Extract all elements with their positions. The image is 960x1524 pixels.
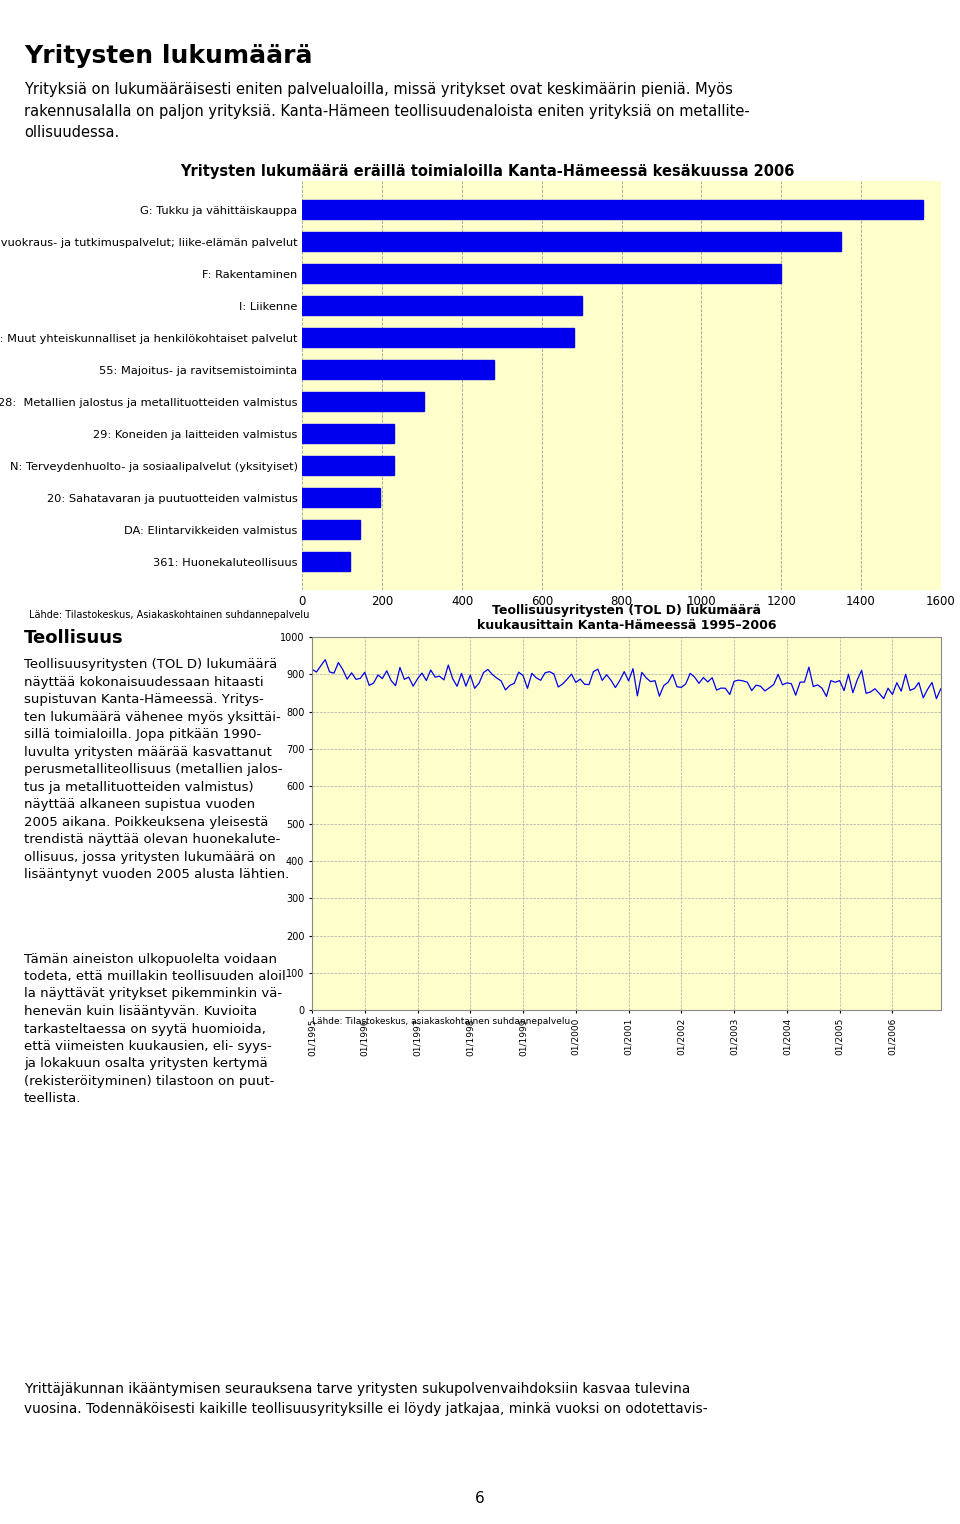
Bar: [302, 552, 350, 572]
Text: Teollisuus: Teollisuus: [24, 629, 124, 648]
Bar: [302, 296, 582, 315]
Text: Tämän aineiston ulkopuolelta voidaan
todeta, että muillakin teollisuuden aloil-
: Tämän aineiston ulkopuolelta voidaan tod…: [24, 952, 291, 1105]
Bar: [302, 520, 360, 539]
Text: Yritysten lukumäärä eräillä toimialoilla Kanta-Hämeessä kesäkuussa 2006: Yritysten lukumäärä eräillä toimialoilla…: [180, 163, 794, 178]
Text: Yrityksiä on lukumääräisesti eniten palvelualoilla, missä yritykset ovat keskimä: Yrityksiä on lukumääräisesti eniten palv…: [24, 82, 750, 140]
Bar: [302, 392, 424, 411]
Text: Yrittäjäkunnan ikääntymisen seurauksena tarve yritysten sukupolvenvaihdoksiin ka: Yrittäjäkunnan ikääntymisen seurauksena …: [24, 1382, 708, 1416]
Text: Lähde: Tilastokeskus, Asiakaskohtainen suhdannepalvelu: Lähde: Tilastokeskus, Asiakaskohtainen s…: [29, 610, 309, 620]
Bar: [302, 424, 395, 443]
Text: Lähde: Tilastokeskus, asiakaskohtainen suhdannepalvelu: Lähde: Tilastokeskus, asiakaskohtainen s…: [312, 1017, 570, 1026]
Bar: [302, 360, 493, 379]
Text: Teollisuusyritysten (TOL D) lukumäärä
näyttää kokonaisuudessaan hitaasti
supistu: Teollisuusyritysten (TOL D) lukumäärä nä…: [24, 658, 289, 881]
Text: 6: 6: [475, 1490, 485, 1506]
Bar: [302, 264, 781, 283]
Bar: [302, 456, 395, 475]
Title: Teollisuusyritysten (TOL D) lukumäärä
kuukausittain Kanta-Hämeessä 1995–2006: Teollisuusyritysten (TOL D) lukumäärä ku…: [477, 604, 776, 632]
Text: Yritysten lukumäärä: Yritysten lukumäärä: [24, 44, 313, 69]
Bar: [302, 232, 841, 251]
Bar: [302, 328, 574, 347]
Bar: [302, 200, 923, 219]
Bar: [302, 488, 380, 507]
